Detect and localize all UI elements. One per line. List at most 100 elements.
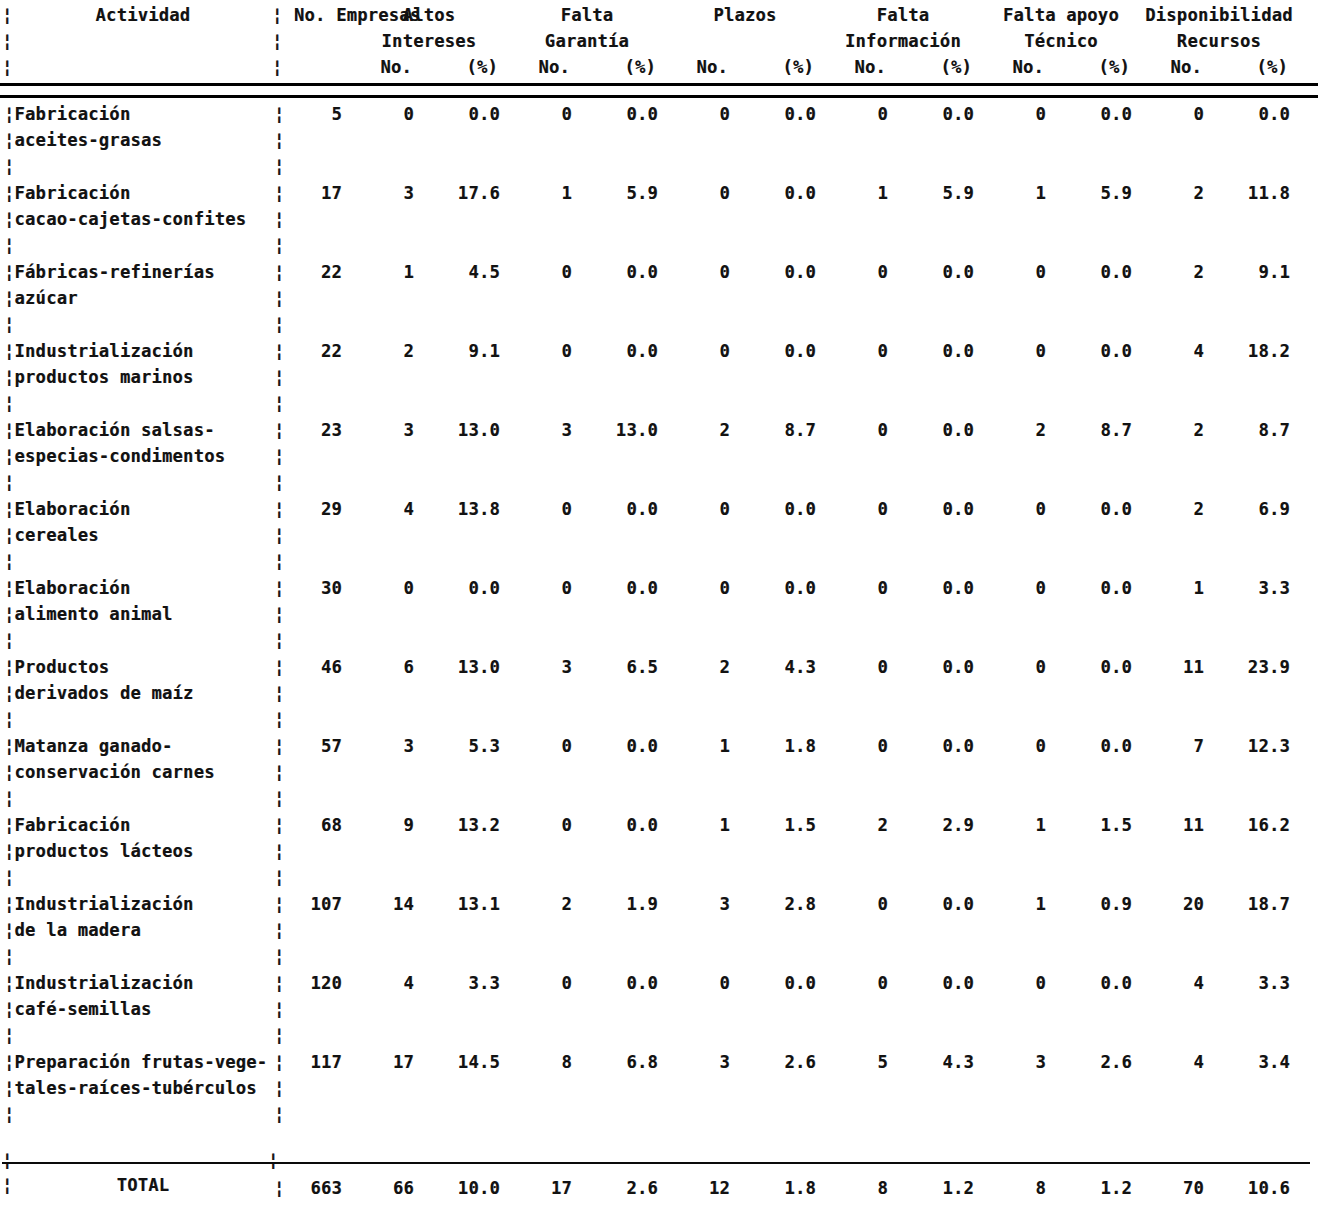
pipe-glyph: ¦ bbox=[2, 1022, 272, 1048]
value-cell: 4 bbox=[350, 496, 422, 522]
value-cell: 1 bbox=[1140, 575, 1212, 601]
header-activity-label: Actividad bbox=[14, 2, 272, 28]
value-cell: 2 bbox=[666, 654, 738, 680]
value-cell: 2 bbox=[1140, 259, 1212, 285]
value-cell: 23.9 bbox=[1212, 654, 1298, 680]
sub-pct-label: (%) bbox=[738, 54, 824, 80]
value-cell: 20 bbox=[1140, 891, 1212, 917]
pipe-glyph: ¦ bbox=[2, 54, 14, 80]
table-row: ¦Industrialización ¦productos marinos ¦ … bbox=[2, 338, 1298, 417]
value-cell: 9.1 bbox=[1212, 259, 1298, 285]
pipe-glyph: ¦ bbox=[2, 28, 14, 54]
row-divider-pipes: ¦ bbox=[272, 1175, 288, 1201]
value-cell: 17.6 bbox=[422, 180, 508, 206]
value-cell: 0.0 bbox=[896, 101, 982, 127]
value-cell: 3.3 bbox=[422, 970, 508, 996]
activity-label-line2: ¦cereales bbox=[2, 522, 272, 548]
value-cell: 0.0 bbox=[580, 812, 666, 838]
table-row: ¦Fabricación ¦productos lácteos ¦ ¦¦¦ 68… bbox=[2, 812, 1298, 891]
value-cell: 3 bbox=[350, 733, 422, 759]
value-cell: 1.5 bbox=[1054, 812, 1140, 838]
header-empresas-cell: No. Empresas bbox=[288, 2, 350, 80]
value-cell: 5 bbox=[824, 1049, 896, 1075]
value-cell: 0.0 bbox=[896, 496, 982, 522]
value-cell: 2 bbox=[508, 891, 580, 917]
total-value-cell: 1.8 bbox=[738, 1175, 824, 1201]
activity-label-line1: ¦Matanza ganado- bbox=[2, 733, 272, 759]
value-cell: 0 bbox=[666, 101, 738, 127]
value-cell: 4 bbox=[1140, 338, 1212, 364]
activity-label-line2: ¦café-semillas bbox=[2, 996, 272, 1022]
row-divider-pipes: ¦¦¦ bbox=[272, 970, 288, 1048]
value-cell: 4.3 bbox=[896, 1049, 982, 1075]
header-group-falta-garantia: Falta Garantía No.(%) bbox=[508, 2, 666, 80]
value-cell: 2.8 bbox=[738, 891, 824, 917]
empresas-count: 22 bbox=[288, 338, 350, 364]
activity-cell: ¦Preparación frutas-vege- ¦tales-raíces-… bbox=[2, 1049, 272, 1127]
value-cell: 2 bbox=[666, 417, 738, 443]
table-row: ¦Elaboración ¦alimento animal ¦ ¦¦¦ 30 0… bbox=[2, 575, 1298, 654]
value-cell: 11 bbox=[1140, 812, 1212, 838]
activity-label-line2: ¦aceites-grasas bbox=[2, 127, 272, 153]
total-value-cell: 66 bbox=[350, 1175, 422, 1201]
activity-label-line1: ¦Elaboración salsas- bbox=[2, 417, 272, 443]
value-cell: 0 bbox=[824, 575, 896, 601]
value-cell: 0 bbox=[824, 970, 896, 996]
value-cell: 0 bbox=[982, 496, 1054, 522]
row-divider-pipes: ¦¦¦ bbox=[272, 812, 288, 890]
sub-pct-label: (%) bbox=[422, 54, 508, 80]
value-cell: 0.0 bbox=[1212, 101, 1298, 127]
value-cell: 14 bbox=[350, 891, 422, 917]
value-cell: 16.2 bbox=[1212, 812, 1298, 838]
sub-no-label: No. bbox=[508, 54, 580, 80]
value-cell: 3 bbox=[508, 417, 580, 443]
value-cell: 2 bbox=[1140, 180, 1212, 206]
header-activity-cell: ¦Actividad ¦ ¦ bbox=[2, 2, 272, 80]
activity-label-line1: ¦Elaboración bbox=[2, 496, 272, 522]
value-cell: 0.0 bbox=[580, 259, 666, 285]
activity-label-line2: ¦derivados de maíz bbox=[2, 680, 272, 706]
sub-no-label: No. bbox=[1140, 54, 1212, 80]
sub-no-label: No. bbox=[824, 54, 896, 80]
header-group-disponibilidad-recursos: Disponibilidad Recursos No.(%) bbox=[1140, 2, 1298, 80]
value-cell: 0 bbox=[508, 575, 580, 601]
value-cell: 0.0 bbox=[896, 970, 982, 996]
activity-cell: ¦Matanza ganado- ¦conservación carnes ¦ bbox=[2, 733, 272, 811]
value-cell: 0 bbox=[350, 575, 422, 601]
pipe-glyph: ¦ bbox=[2, 390, 272, 416]
activity-cell: ¦Productos ¦derivados de maíz ¦ bbox=[2, 654, 272, 732]
value-cell: 0.0 bbox=[738, 575, 824, 601]
row-divider-pipes: ¦¦¦ bbox=[272, 338, 288, 416]
activity-label-line1: ¦Industrialización bbox=[2, 338, 272, 364]
value-cell: 0.0 bbox=[738, 180, 824, 206]
value-cell: 0 bbox=[508, 812, 580, 838]
total-row: ¦ TOTAL ¦ 663 66 10.0 17 2.6 12 1.8 8 1.… bbox=[2, 1175, 1298, 1219]
value-cell: 11.8 bbox=[1212, 180, 1298, 206]
pipe-glyph: ¦ bbox=[2, 2, 14, 28]
value-cell: 3 bbox=[350, 417, 422, 443]
activity-cell: ¦Industrialización ¦productos marinos ¦ bbox=[2, 338, 272, 416]
activity-label-line1: ¦Fabricación bbox=[2, 180, 272, 206]
value-cell: 0.0 bbox=[1054, 101, 1140, 127]
sub-pct-label: (%) bbox=[896, 54, 982, 80]
row-divider-pipes: ¦¦¦ bbox=[272, 891, 288, 969]
table-row: ¦Fábricas-refinerías ¦azúcar ¦ ¦¦¦ 22 1 … bbox=[2, 259, 1298, 338]
value-cell: 0.0 bbox=[896, 417, 982, 443]
total-value-cell: 1.2 bbox=[1054, 1175, 1140, 1201]
value-cell: 0 bbox=[508, 101, 580, 127]
activity-cell: ¦Fábricas-refinerías ¦azúcar ¦ bbox=[2, 259, 272, 337]
pipe-glyph: ¦ bbox=[2, 548, 272, 574]
value-cell: 0 bbox=[824, 338, 896, 364]
value-cell: 6.9 bbox=[1212, 496, 1298, 522]
empresas-count: 117 bbox=[288, 1049, 350, 1075]
header-empresas-label: No. Empresas bbox=[288, 2, 350, 28]
value-cell: 9 bbox=[350, 812, 422, 838]
row-divider-pipes: ¦¦¦ bbox=[272, 733, 288, 811]
value-cell: 0.0 bbox=[738, 496, 824, 522]
value-cell: 0 bbox=[666, 180, 738, 206]
value-cell: 13.1 bbox=[422, 891, 508, 917]
table-body: ¦Fabricación ¦aceites-grasas ¦ ¦¦¦ 5 0 0… bbox=[0, 101, 1318, 1153]
value-cell: 1.5 bbox=[738, 812, 824, 838]
empresas-count: 107 bbox=[288, 891, 350, 917]
value-cell: 8.7 bbox=[1054, 417, 1140, 443]
